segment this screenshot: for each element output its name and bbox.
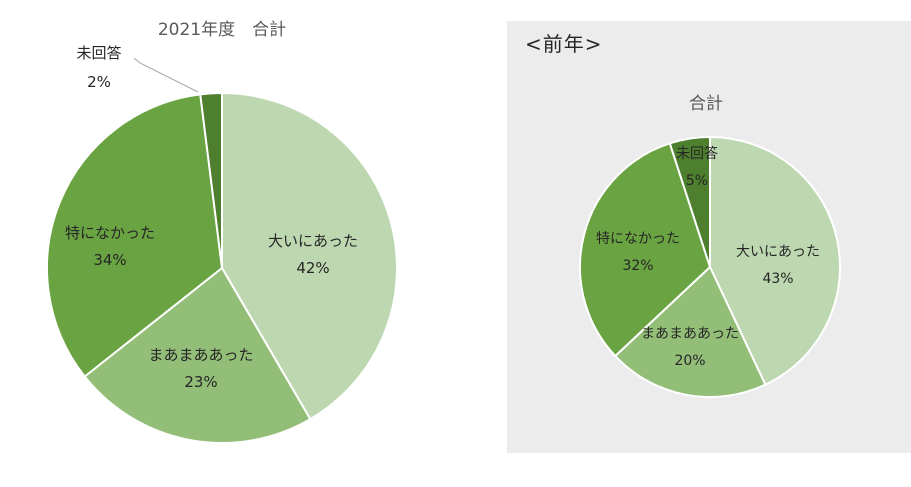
slice-value-label-moderate: 20% — [674, 353, 705, 369]
slice-category-label-moderate: まあまああった — [148, 346, 253, 364]
chart-title-2021: 2021年度 合計 — [158, 20, 286, 40]
previous-year-heading: <前年> — [525, 32, 603, 56]
chart-title-previous: 合計 — [689, 94, 723, 114]
pie-slice-none — [579, 142, 711, 357]
pie-chart-previous — [579, 136, 841, 398]
slice-value-label-no-answer: 2% — [87, 73, 111, 91]
slice-category-label-no-answer: 未回答 — [76, 44, 121, 62]
pie-slice-great — [709, 136, 841, 386]
slice-value-label-great: 43% — [762, 271, 793, 287]
slice-category-label-none: 特になかった — [596, 231, 680, 247]
slice-category-label-no-answer: 未回答 — [676, 145, 718, 162]
pie-slice-none — [46, 93, 223, 378]
slice-value-label-none: 32% — [622, 258, 653, 274]
pie-slice-no-answer — [668, 136, 711, 268]
slice-category-label-great: 大いにあった — [268, 232, 358, 250]
pie-slice-great — [221, 92, 398, 421]
pie-slice-moderate — [614, 266, 767, 398]
leader-line-no-answer — [133, 57, 199, 93]
pie-labels-2021: 大いにあった 42% まあまああった 23% 特になかった 34% 未回答 2% — [65, 44, 358, 391]
pie-slice-no-answer — [199, 91, 223, 269]
slice-value-label-none: 34% — [93, 251, 126, 269]
pie-labels-previous: 大いにあった 43% まあまああった 20% 特になかった 32% 未回答 5% — [596, 145, 820, 369]
slice-category-label-great: 大いにあった — [736, 244, 820, 260]
pie-slice-moderate — [83, 267, 312, 444]
slice-category-label-none: 特になかった — [65, 224, 155, 242]
slice-value-label-moderate: 23% — [184, 373, 217, 391]
slice-value-label-great: 42% — [296, 259, 329, 277]
slice-value-label-no-answer: 5% — [686, 173, 708, 189]
slice-category-label-moderate: まあまああった — [641, 326, 739, 342]
pie-chart-2021 — [46, 91, 398, 444]
